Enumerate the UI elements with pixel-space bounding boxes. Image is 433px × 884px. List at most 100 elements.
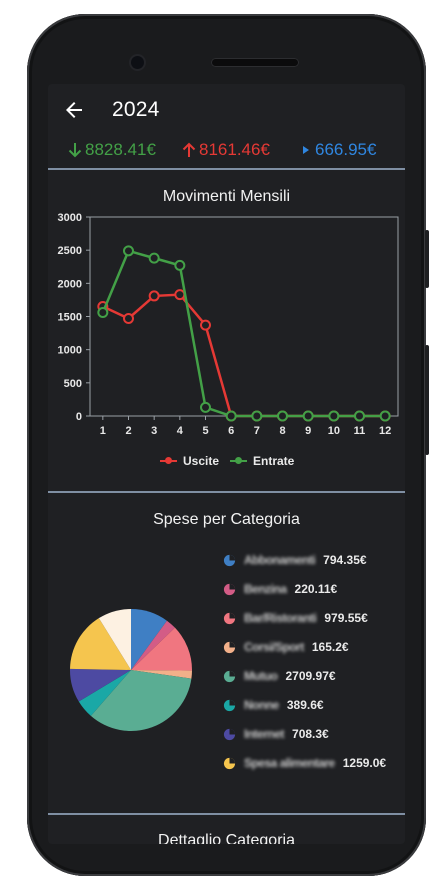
legend-entrate-swatch [230, 456, 247, 464]
point-entrate [123, 245, 134, 257]
x-tick-label: 11 [354, 425, 366, 437]
app-screen: 2024 8828.41€ 8161.46€ 666.95€ Movimenti… [48, 84, 405, 844]
category-pie-chart [70, 609, 192, 731]
x-tick-label: 8 [279, 425, 285, 437]
category-name: Nonne [244, 698, 279, 712]
category-amount: 794.35€ [323, 553, 367, 567]
x-tick-label: 7 [254, 425, 260, 437]
balance: 666.95€ [300, 140, 376, 160]
category-item[interactable]: Spesa alimentare 1259.0€ [223, 752, 386, 774]
category-name: Abbonamenti [244, 553, 316, 567]
y-tick-label: 2000 [58, 278, 82, 290]
point-entrate [200, 401, 211, 413]
category-amount: 165.2€ [311, 640, 349, 654]
line-entrate [101, 249, 386, 418]
pie-slice [98, 609, 131, 670]
point-entrate [302, 410, 314, 422]
point-entrate [148, 252, 160, 264]
point-entrate [354, 410, 365, 422]
power-button [425, 230, 429, 288]
category-item[interactable]: Benzina 220.11€ [223, 578, 337, 600]
category-item[interactable]: Corsi/Sport 165.2€ [223, 636, 349, 658]
legend-entrate: Entrate [230, 454, 294, 468]
balance-value: 666.95€ [315, 140, 377, 159]
x-tick-label: 5 [202, 425, 208, 437]
point-uscite [123, 312, 134, 324]
y-tick-label: 2500 [58, 245, 82, 257]
divider-bottom [48, 813, 405, 815]
play-arrow-icon [303, 146, 309, 154]
volume-button [425, 345, 429, 455]
category-name: Mutuo [244, 669, 278, 683]
point-entrate [379, 410, 391, 422]
point-uscite [148, 290, 160, 302]
pie-slice [78, 670, 131, 716]
category-item[interactable]: Bar/Ristoranti 979.55€ [223, 607, 368, 629]
back-button[interactable] [62, 98, 86, 122]
x-tick-label: 4 [177, 425, 184, 437]
x-tick-label: 12 [379, 425, 391, 437]
totals-bar: 8828.41€ 8161.46€ 666.95€ [48, 136, 405, 168]
category-item[interactable]: Abbonamenti 794.35€ [223, 549, 367, 571]
arrow-down-icon [68, 143, 82, 158]
point-entrate [97, 307, 109, 319]
y-tick-label: 3000 [58, 212, 82, 224]
arrow-left-icon [66, 102, 82, 118]
divider-middle [48, 491, 405, 493]
point-entrate [251, 410, 263, 422]
pie-chart-icon [223, 612, 236, 624]
x-tick-label: 10 [328, 425, 340, 437]
y-tick-label: 1000 [58, 345, 82, 357]
category-item[interactable]: Mutuo 2709.97€ [223, 665, 336, 687]
front-camera [131, 56, 144, 69]
point-uscite [174, 289, 186, 301]
y-tick-label: 1500 [58, 312, 82, 324]
point-uscite [200, 319, 211, 331]
point-entrate [174, 259, 186, 271]
arrow-up-icon [182, 142, 196, 157]
legend-uscite-swatch [160, 456, 177, 464]
x-tick-label: 1 [100, 425, 106, 437]
line-uscite [102, 293, 386, 418]
point-entrate [277, 410, 288, 422]
speaker-grille [211, 58, 299, 67]
detail-section-title: Dettaglio Categoria [158, 832, 295, 844]
pie-chart-icon [223, 554, 236, 566]
total-in-value: 8161.46€ [199, 140, 270, 159]
x-tick-label: 2 [125, 425, 131, 437]
pie-slice [131, 670, 192, 679]
category-amount: 2709.97€ [285, 669, 336, 683]
category-name: Benzina [244, 582, 287, 596]
y-tick-label: 0 [76, 411, 82, 423]
category-amount: 389.6€ [286, 698, 324, 712]
pie-chart-icon [223, 699, 236, 711]
pie-slice [131, 627, 192, 671]
category-amount: 979.55€ [324, 611, 368, 625]
pie-chart-title: Spese per Categoria [153, 511, 300, 528]
x-tick-label: 6 [228, 425, 234, 437]
pie-slice [70, 618, 131, 670]
pie-slice [131, 620, 175, 670]
pie-slice [70, 668, 131, 702]
point-entrate [225, 410, 237, 422]
y-tick-label: 500 [64, 378, 82, 390]
divider-top [48, 168, 405, 170]
pie-chart-icon [223, 583, 236, 595]
pie-chart-icon [223, 670, 236, 682]
category-item[interactable]: Internet 708.3€ [223, 723, 329, 745]
x-tick-label: 9 [305, 425, 311, 437]
total-out-value: 8828.41€ [85, 140, 156, 159]
category-name: Bar/Ristoranti [244, 611, 317, 625]
pie-chart-icon [223, 757, 236, 769]
total-out: 8828.41€ [68, 140, 156, 160]
app-bar: 2024 [48, 84, 405, 136]
category-name: Corsi/Sport [244, 640, 304, 654]
page-title: 2024 [112, 98, 160, 121]
pie-chart-icon [223, 641, 236, 653]
total-in: 8161.46€ [182, 140, 270, 160]
category-item[interactable]: Nonne 389.6€ [223, 694, 324, 716]
category-name: Spesa alimentare [244, 756, 335, 770]
category-amount: 708.3€ [292, 727, 329, 741]
legend-uscite: Uscite [160, 454, 219, 468]
